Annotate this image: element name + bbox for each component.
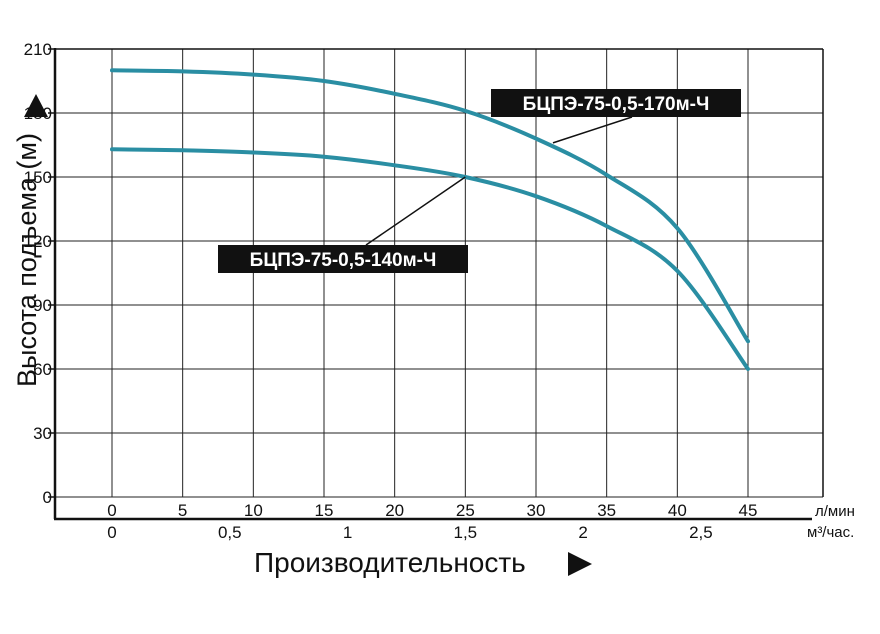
x-tick-labels: 0 5 10 15 20 25 30 35 40 45: [107, 501, 757, 520]
x-tick-label: 10: [244, 501, 263, 520]
x-tick-label: 35: [597, 501, 616, 520]
x-tick-label: 30: [527, 501, 546, 520]
x-secondary-tick-labels: 0 0,5 1 1,5 2 2,5: [107, 523, 712, 542]
x-secondary-tick-label: 0: [107, 523, 116, 542]
x-secondary-tick-label: 2: [578, 523, 587, 542]
x-unit-secondary: м³/час.: [807, 524, 854, 541]
y-tick-label: 30: [33, 424, 52, 443]
y-tick-label: 60: [33, 360, 52, 379]
y-tick-labels: 0306090120150180210: [24, 40, 52, 507]
annotation-leader-line: [552, 116, 633, 144]
x-secondary-tick-label: 2,5: [689, 523, 713, 542]
x-tick-label: 15: [315, 501, 334, 520]
x-tick-label: 5: [178, 501, 187, 520]
y-tick-label: 90: [33, 296, 52, 315]
x-tick-label: 45: [739, 501, 758, 520]
y-axis-arrow-icon: [24, 94, 48, 117]
annotation-box: [491, 89, 741, 117]
y-tick-label: 150: [24, 168, 52, 187]
x-tick-label: 25: [456, 501, 475, 520]
y-tick-label: 210: [24, 40, 52, 59]
x-unit-primary: л/мин: [815, 503, 855, 520]
x-axis-arrow-icon: [568, 552, 592, 576]
x-tick-label: 0: [107, 501, 116, 520]
x-secondary-tick-label: 0,5: [218, 523, 242, 542]
x-secondary-tick-label: 1,5: [454, 523, 478, 542]
series-line-2: [110, 147, 750, 371]
y-tick-label: 0: [43, 488, 52, 507]
x-tick-label: 20: [385, 501, 404, 520]
annotations: БЦПЭ-75-0,5-170м-Ч БЦПЭ-75-0,5-140м-Ч: [218, 89, 741, 273]
annotation-label: БЦПЭ-75-0,5-170м-Ч: [523, 94, 710, 115]
axes: [48, 48, 824, 521]
series-line-1: [110, 68, 750, 344]
series-lines: [110, 68, 750, 371]
y-tick-label: 120: [24, 232, 52, 251]
y-axis-label: Высота подъема (м): [12, 133, 42, 387]
annotation-box: [218, 245, 468, 273]
x-tick-label: 40: [668, 501, 687, 520]
x-axis-label: Производительность: [254, 547, 526, 578]
x-secondary-tick-label: 1: [343, 523, 352, 542]
annotation-leader-line: [365, 176, 466, 246]
annotation-label: БЦПЭ-75-0,5-140м-Ч: [250, 250, 437, 271]
